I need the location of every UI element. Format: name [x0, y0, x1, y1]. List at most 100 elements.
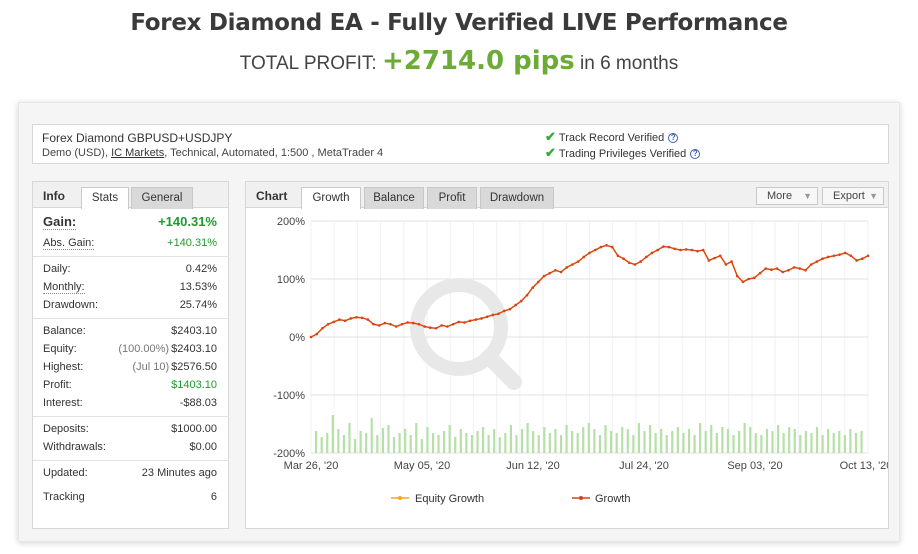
- abs-gain-label: Abs. Gain:: [43, 237, 95, 250]
- divider: [33, 256, 229, 257]
- growth-point: [701, 248, 705, 252]
- volume-bar: [654, 433, 657, 453]
- info-box: Info Stats General Gain: +140.31% Abs. G…: [32, 181, 229, 529]
- export-dropdown[interactable]: Export ▼: [822, 187, 884, 205]
- growth-point: [394, 325, 398, 328]
- account-name: Forex Diamond GBPUSD+USDJPY: [42, 131, 233, 145]
- growth-point: [457, 320, 461, 324]
- growth-point: [519, 299, 523, 303]
- volume-bar: [671, 431, 674, 453]
- volume-bar: [832, 433, 835, 453]
- volume-bar: [665, 435, 668, 453]
- tab-general[interactable]: General: [131, 187, 193, 209]
- x-tick-label: May 05, '20: [394, 460, 451, 472]
- volume-bar: [559, 435, 563, 453]
- growth-point: [849, 254, 853, 258]
- growth-point: [684, 248, 688, 251]
- daily-label: Daily:: [43, 263, 71, 275]
- volume-bar: [726, 429, 730, 453]
- account-type: Demo (USD),: [42, 147, 112, 159]
- broker-link[interactable]: IC Markets: [111, 147, 165, 159]
- growth-point: [639, 260, 642, 263]
- volume-bar: [548, 433, 551, 453]
- help-icon[interactable]: ?: [668, 133, 679, 144]
- tracking-row: Tracking 6: [33, 489, 229, 507]
- volume-bar: [743, 423, 746, 453]
- volume-bar: [593, 429, 596, 453]
- growth-point: [599, 245, 603, 249]
- chevron-down-icon: ▼: [803, 191, 812, 201]
- volume-bar: [699, 423, 702, 453]
- growth-point: [861, 257, 864, 260]
- volume-bar: [793, 429, 796, 453]
- growth-point: [673, 247, 677, 251]
- growth-point: [605, 244, 608, 247]
- growth-point: [758, 271, 762, 275]
- more-dropdown[interactable]: More ▼: [756, 187, 818, 205]
- volume-bar: [526, 423, 529, 453]
- volume-bar: [821, 435, 824, 453]
- deposits-value: $1000.00: [171, 423, 217, 435]
- track-record-verified: ✔ Track Record Verified?: [545, 129, 679, 145]
- growth-point: [315, 332, 318, 336]
- volume-bar: [615, 433, 618, 453]
- volume-bar: [693, 435, 696, 453]
- volume-bar: [348, 423, 351, 453]
- balance-label: Balance:: [43, 325, 86, 337]
- volume-bar: [776, 425, 780, 453]
- balance-row: Balance: $2403.10: [33, 323, 229, 341]
- highest-value: $2576.50: [171, 361, 217, 373]
- growth-point: [497, 312, 500, 316]
- equity-percent: (100.00%): [118, 343, 170, 355]
- growth-point: [781, 270, 785, 274]
- tab-growth[interactable]: Growth: [301, 187, 361, 209]
- growth-point: [531, 286, 534, 289]
- volume-bar: [637, 423, 641, 453]
- volume-bar: [437, 435, 440, 453]
- help-icon[interactable]: ?: [690, 149, 701, 160]
- volume-bar: [571, 431, 574, 453]
- volume-bar: [749, 427, 752, 453]
- growth-point: [610, 245, 614, 249]
- profit-value: $1403.10: [171, 379, 217, 391]
- volume-bar: [465, 433, 468, 453]
- total-profit-label: TOTAL PROFIT:: [239, 53, 382, 74]
- tab-balance[interactable]: Balance: [364, 187, 424, 209]
- growth-point: [764, 267, 767, 270]
- trading-privileges-verified: ✔ Trading Privileges Verified?: [545, 145, 701, 161]
- check-icon: ✔: [545, 129, 556, 144]
- tab-stats[interactable]: Stats: [81, 187, 129, 209]
- volume-bar: [493, 429, 496, 453]
- equity-value-group: (100.00%) $2403.10: [118, 343, 217, 355]
- info-tabbar: Info Stats General: [33, 182, 228, 209]
- volume-bar: [860, 431, 863, 453]
- page-title: Forex Diamond EA - Fully Verified LIVE P…: [130, 10, 788, 36]
- info-title: Info: [43, 189, 65, 203]
- volume-bar: [326, 433, 329, 453]
- tab-profit[interactable]: Profit: [427, 187, 477, 209]
- volume-bar: [576, 433, 579, 453]
- volume-bar: [520, 429, 524, 453]
- volume-bar: [481, 427, 485, 453]
- growth-point: [707, 259, 711, 262]
- growth-point: [571, 263, 574, 266]
- growth-point: [525, 293, 529, 297]
- growth-point: [434, 327, 438, 330]
- volume-bar: [815, 427, 819, 453]
- volume-bar: [849, 429, 852, 453]
- volume-bar: [598, 435, 602, 453]
- stats-list: Gain: +140.31% Abs. Gain: +140.31% Daily…: [33, 209, 229, 507]
- updated-label: Updated:: [43, 467, 88, 479]
- drawdown-value: 25.74%: [179, 299, 217, 311]
- withdrawals-value: $0.00: [189, 441, 217, 453]
- drawdown-label: Drawdown:: [43, 299, 99, 311]
- tab-drawdown[interactable]: Drawdown: [480, 187, 554, 209]
- volume-bar: [337, 429, 340, 453]
- growth-point: [576, 260, 580, 263]
- volume-bar: [532, 431, 535, 453]
- volume-bar: [320, 437, 323, 453]
- chart-title: Chart: [256, 189, 288, 203]
- growth-point: [514, 303, 517, 307]
- growth-point: [741, 280, 745, 284]
- daily-row: Daily: 0.42%: [33, 261, 229, 279]
